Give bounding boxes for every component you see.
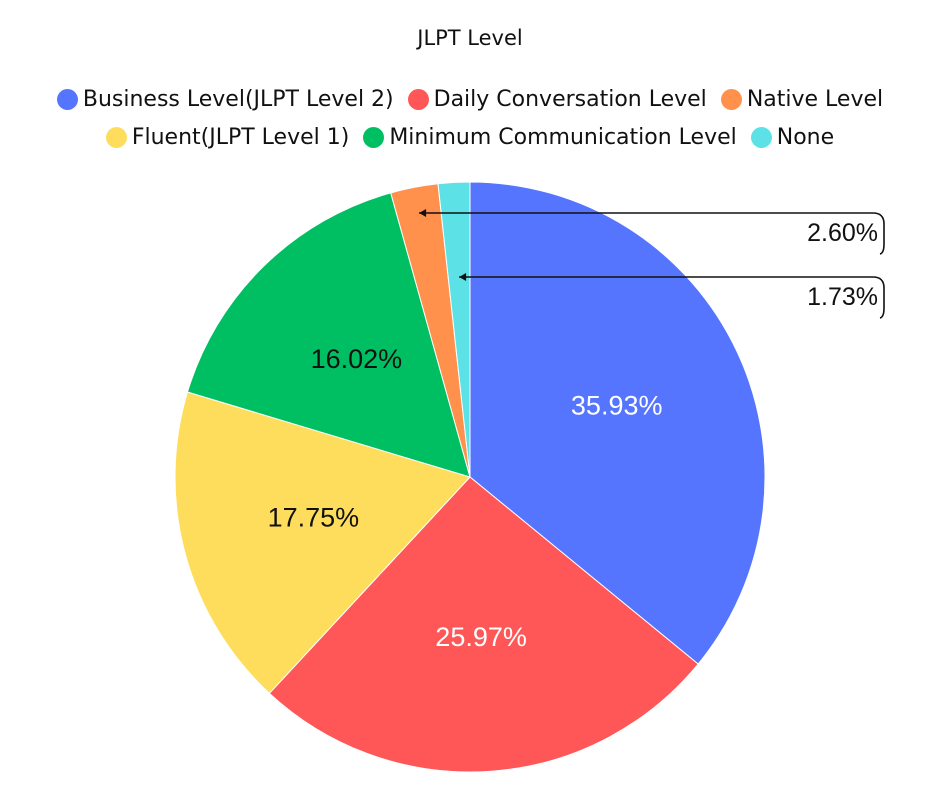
pie-slice-fluent-jlpt-level-1 [174,391,471,695]
legend-label: Business Level(JLPT Level 2) [82,86,394,112]
legend-label: Fluent(JLPT Level 1) [131,124,350,150]
legend: Business Level(JLPT Level 2) Daily Conve… [0,83,940,153]
chart-title: JLPT Level [417,26,523,50]
legend-swatch [407,88,429,110]
legend-row-1: Business Level(JLPT Level 2) Daily Conve… [0,83,940,115]
legend-label: Native Level [746,86,884,112]
legend-label: Minimum Communication Level [389,124,737,150]
pie-slice-minimum-communication-level [186,192,471,478]
pie-slice-business-level-jlpt-level-2 [469,181,766,665]
pie-slice-none [437,181,471,478]
legend-item-none: None [750,124,835,150]
legend-label: None [776,124,835,150]
legend-row-2: Fluent(JLPT Level 1) Minimum Communicati… [0,121,940,153]
pie-slice-daily-conversation-level [268,476,699,773]
legend-swatch [720,88,742,110]
callout-arrowhead-native-level [419,209,427,217]
callout-arrowhead-none [459,273,467,281]
data-label-native-level: 2.60% [807,219,878,247]
data-label-minimum-communication-level: 16.02% [311,344,403,374]
legend-swatch [56,88,78,110]
legend-item-native-level: Native Level [720,86,884,112]
data-label-fluent-jlpt-level-1: 17.75% [268,503,360,533]
legend-item-minimum-communication: Minimum Communication Level [363,124,737,150]
legend-item-daily-conversation: Daily Conversation Level [407,86,707,112]
legend-swatch [105,126,127,148]
data-label-business-level-jlpt-level-2: 35.93% [571,391,663,421]
legend-item-business-level: Business Level(JLPT Level 2) [56,86,394,112]
callout-line-none [459,276,885,319]
legend-label: Daily Conversation Level [433,86,707,112]
callout-line-native-level [419,212,885,255]
data-label-daily-conversation-level: 25.97% [435,622,527,652]
data-label-none: 1.73% [807,283,878,311]
legend-swatch [750,126,772,148]
legend-swatch [363,126,385,148]
legend-item-fluent: Fluent(JLPT Level 1) [105,124,350,150]
